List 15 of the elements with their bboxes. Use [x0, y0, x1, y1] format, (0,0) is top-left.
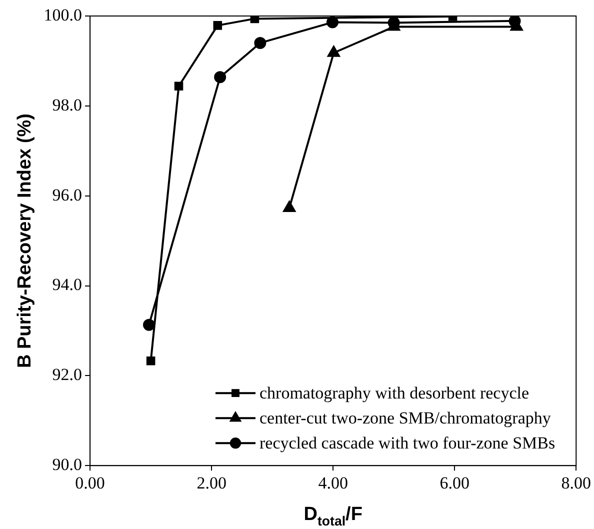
x-tick-label: 2.00	[196, 473, 226, 492]
legend-label: recycled cascade with two four-zone SMBs	[259, 434, 556, 453]
y-axis-title: B Purity-Recovery Index (%)	[14, 114, 36, 368]
legend-label: center-cut two-zone SMB/chromatography	[259, 408, 552, 428]
x-tick-label: 6.00	[440, 473, 470, 492]
y-tick-label: 90.0	[52, 455, 82, 474]
x-tick-label: 4.00	[318, 473, 348, 492]
y-tick-label: 96.0	[52, 185, 82, 204]
x-tick-label: 0.00	[75, 473, 105, 492]
y-tick-label: 94.0	[52, 275, 82, 294]
y-tick-label: 100.0	[44, 5, 82, 24]
y-tick-label: 92.0	[52, 365, 82, 384]
legend-label: chromatography with desorbent recycle	[259, 384, 530, 403]
x-tick-label: 8.00	[561, 473, 591, 492]
y-tick-label: 98.0	[52, 95, 82, 114]
